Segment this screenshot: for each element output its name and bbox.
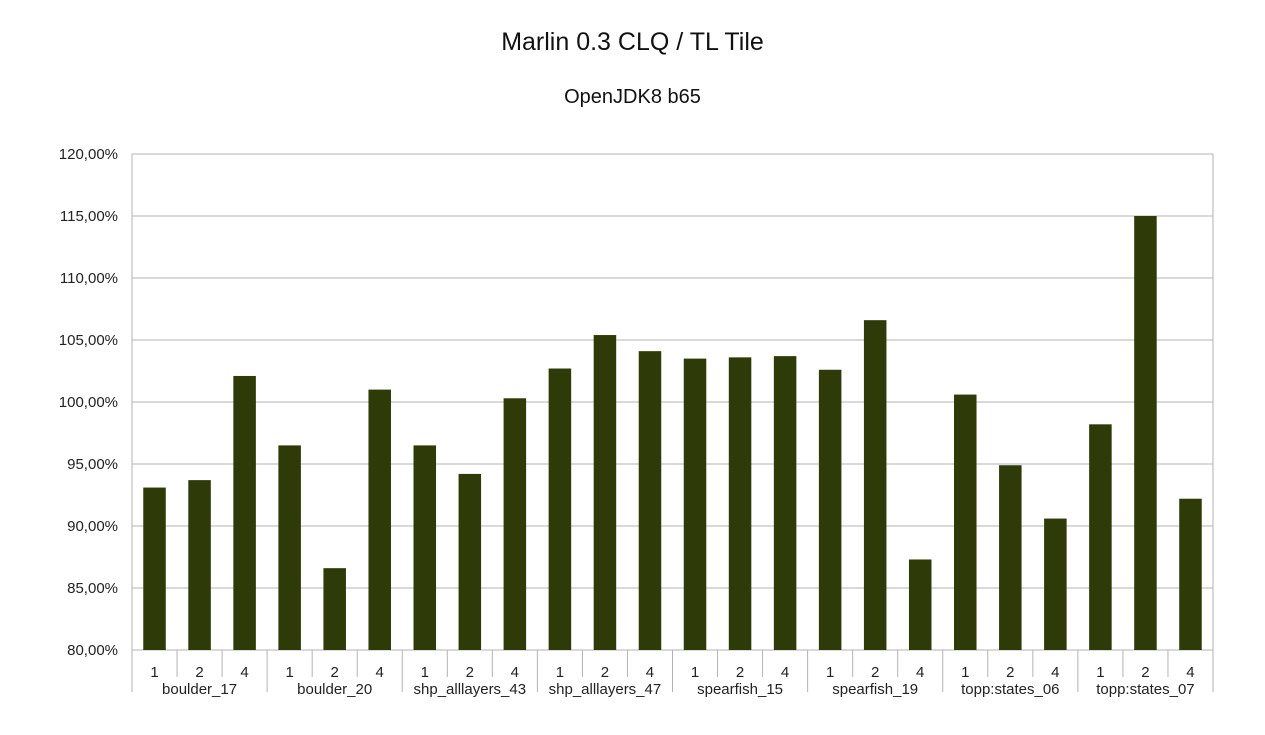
bar <box>1089 424 1112 650</box>
x-tick-label: 1 <box>150 664 158 681</box>
x-tick-label: 2 <box>601 664 609 681</box>
bar <box>278 445 301 650</box>
x-tick-label: 2 <box>195 664 203 681</box>
group-label: topp:states_07 <box>1096 681 1194 698</box>
chart-title: Marlin 0.3 CLQ / TL Tile <box>501 28 764 56</box>
bar <box>143 487 166 650</box>
x-tick-label: 1 <box>421 664 429 681</box>
x-tick-label: 4 <box>511 664 519 681</box>
group-label: boulder_17 <box>162 681 237 698</box>
bar <box>1179 498 1202 650</box>
bar <box>908 559 932 650</box>
y-tick-label: 120,00% <box>59 146 118 163</box>
y-tick-label: 95,00% <box>67 456 118 473</box>
group-label: topp:states_06 <box>961 681 1059 698</box>
bar <box>1044 518 1067 650</box>
bar <box>368 389 391 650</box>
bar <box>233 375 256 650</box>
y-tick-label: 90,00% <box>67 518 118 535</box>
x-tick-label: 4 <box>646 664 654 681</box>
bar <box>999 465 1022 650</box>
x-tick-label: 2 <box>1006 664 1014 681</box>
x-tick-label: 1 <box>691 664 699 681</box>
bar <box>458 473 482 650</box>
y-tick-label: 105,00% <box>59 332 118 349</box>
x-tick-label: 2 <box>736 664 744 681</box>
group-label: shp_alllayers_43 <box>414 681 527 698</box>
x-tick-label: 2 <box>871 664 879 681</box>
bar <box>818 369 842 650</box>
x-tick-label: 4 <box>1051 664 1059 681</box>
bar <box>638 351 662 650</box>
x-tick-label: 4 <box>781 664 789 681</box>
x-tick-label: 2 <box>1141 664 1149 681</box>
bar <box>1134 216 1157 650</box>
bar <box>863 320 887 650</box>
group-label: boulder_20 <box>297 681 372 698</box>
x-tick-label: 1 <box>1096 664 1104 681</box>
bar <box>548 368 572 650</box>
bar <box>728 357 752 650</box>
x-tick-label: 1 <box>285 664 293 681</box>
group-label: spearfish_15 <box>697 681 783 698</box>
bar <box>954 394 977 650</box>
chart-subtitle: OpenJDK8 b65 <box>564 86 701 108</box>
x-tick-label: 4 <box>240 664 248 681</box>
x-tick-label: 1 <box>556 664 564 681</box>
bar <box>503 398 527 650</box>
y-tick-label: 85,00% <box>67 580 118 597</box>
x-tick-label: 1 <box>961 664 969 681</box>
y-tick-label: 100,00% <box>59 394 118 411</box>
x-tick-label: 2 <box>466 664 474 681</box>
bar <box>323 568 346 650</box>
x-tick-label: 4 <box>1186 664 1194 681</box>
y-tick-label: 115,00% <box>60 208 118 225</box>
bar <box>773 356 797 650</box>
group-label: shp_alllayers_47 <box>549 681 662 698</box>
x-tick-label: 1 <box>826 664 834 681</box>
y-tick-label: 80,00% <box>67 642 118 659</box>
bar <box>188 480 211 650</box>
bar <box>413 445 437 650</box>
group-label: spearfish_19 <box>832 681 918 698</box>
y-tick-label: 110,00% <box>60 270 118 287</box>
bar <box>593 335 617 650</box>
x-tick-label: 4 <box>916 664 924 681</box>
x-tick-label: 4 <box>376 664 384 681</box>
x-tick-label: 2 <box>331 664 339 681</box>
bar <box>683 358 707 650</box>
